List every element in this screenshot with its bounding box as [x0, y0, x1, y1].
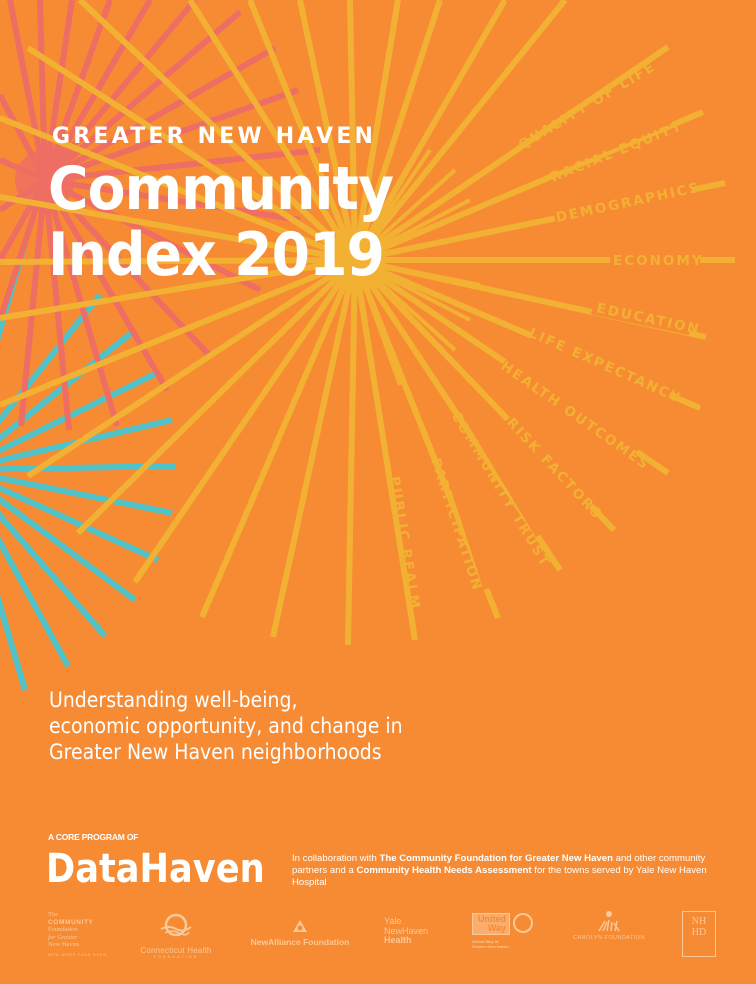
newalliance-foundation-logo: NewAlliance Foundation	[248, 919, 352, 947]
community-foundation-logo: The COMMUNITY Foundation for Greater New…	[48, 911, 107, 959]
nhhd-logo: NH HD	[682, 911, 716, 957]
report-subtitle: Understanding well-being, economic oppor…	[49, 687, 403, 765]
ynhh-line: Health	[384, 935, 412, 945]
cf-line: Foundation	[48, 926, 78, 933]
sun-dot-icon	[606, 911, 612, 917]
uw-line: United Way of	[472, 939, 499, 944]
united-way-box: United Way	[472, 913, 510, 935]
cf-line: New Haven	[48, 941, 79, 948]
gold-rays	[0, 0, 735, 646]
carolyn-name: CAROLYN FOUNDATION	[573, 935, 645, 941]
collab-bold-2: Community Health Needs Assessment	[356, 865, 532, 876]
naf-name: NewAlliance Foundation	[250, 937, 350, 947]
collab-text-1: In collaboration with	[292, 853, 380, 864]
report-title: Community Index 2019	[48, 154, 394, 290]
core-program-label: A CORE PROGRAM OF	[48, 832, 139, 842]
collab-text-2: and other community partners and a	[292, 853, 706, 876]
cf-line: The	[48, 911, 59, 918]
partner-logos: The COMMUNITY Foundation for Greater New…	[0, 905, 756, 965]
teal-rays	[0, 242, 176, 691]
subtitle-line-3: Greater New Haven neighborhoods	[49, 740, 382, 764]
united-way-logo: United Way United Way of Greater New Haven	[472, 913, 533, 949]
carolyn-foundation-logo: CAROLYN FOUNDATION	[566, 911, 652, 941]
uw-box-line: United	[478, 914, 506, 924]
cf-line: COMMUNITY	[48, 918, 94, 926]
subtitle-line-2: economic opportunity, and change in	[49, 714, 403, 738]
region-kicker: GREATER NEW HAVEN	[52, 124, 377, 149]
yale-new-haven-health-logo: Yale NewHaven Health	[384, 916, 429, 946]
cf-tagline: NOW MORE THAN EVER	[48, 952, 107, 957]
ynhh-line: NewHaven	[384, 925, 429, 936]
nhhd-line: HD	[691, 927, 707, 938]
cth-sub: FOUNDATION	[153, 955, 199, 959]
collab-text-3: for the towns served by Yale New Haven H…	[292, 865, 707, 888]
ynhh-line: Yale	[384, 916, 402, 926]
collab-bold-1: The Community Foundation for Greater New…	[379, 853, 613, 864]
datahaven-logo: DataHaven	[46, 846, 265, 892]
title-line-1: Community	[48, 154, 394, 224]
cth-name: Connecticut Health	[140, 946, 212, 955]
uw-line: Greater New Haven	[472, 944, 509, 949]
topic-label-economy: ECONOMY	[613, 253, 704, 269]
grass-icon	[598, 919, 620, 931]
collaboration-note: In collaboration with The Community Foun…	[292, 853, 722, 889]
wave-circle-icon	[160, 913, 192, 937]
uw-box-line: Way	[487, 923, 506, 933]
nhhd-line: NH	[691, 916, 707, 927]
subtitle-line-1: Understanding well-being,	[49, 688, 298, 712]
cf-line: for Greater	[48, 933, 78, 941]
connecticut-health-foundation-logo: Connecticut Health FOUNDATION	[134, 913, 218, 959]
united-way-hand-icon	[513, 913, 533, 933]
triangle-mark-icon	[293, 920, 307, 932]
title-line-2: Index 2019	[48, 220, 385, 290]
topic-label-education: EDUCATION	[595, 300, 702, 338]
